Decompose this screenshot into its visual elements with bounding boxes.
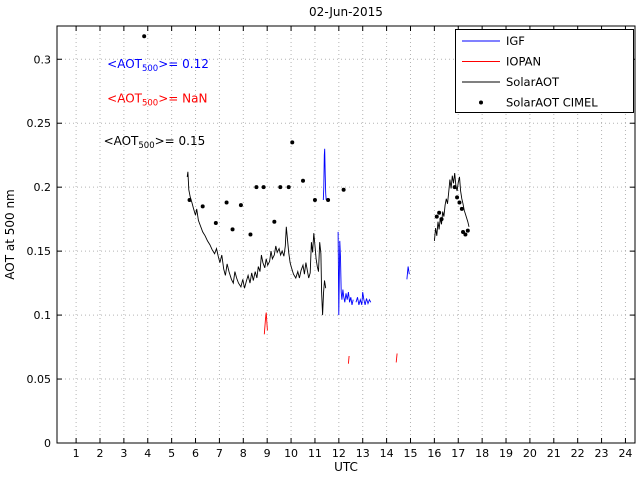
legend-marker-sample (479, 100, 483, 105)
x-tick-label: 8 (240, 447, 247, 460)
legend-label: IGF (506, 34, 525, 48)
data-point (261, 185, 266, 190)
data-point (187, 197, 192, 202)
data-point (455, 195, 460, 200)
data-line (395, 353, 398, 363)
legend-entry: IGF (462, 34, 525, 48)
x-tick-label: 4 (144, 447, 151, 460)
x-tick-label: 3 (120, 447, 127, 460)
x-tick-label: 15 (403, 447, 417, 460)
data-point (286, 185, 291, 190)
series-iopan (263, 312, 398, 364)
legend-box (455, 29, 634, 113)
data-point (272, 219, 277, 224)
data-point (459, 206, 464, 211)
data-point (457, 200, 462, 205)
y-tick-label: 0 (44, 437, 51, 450)
x-tick-label: 12 (332, 447, 346, 460)
y-tick-label: 0.2 (34, 181, 52, 194)
data-point (452, 185, 457, 190)
y-axis-label: AOT at 500 nm (3, 189, 17, 279)
data-point (254, 185, 259, 190)
legend: IGF IOPAN SolarAOT SolarAOT CIMEL (455, 29, 634, 113)
data-line (347, 355, 350, 364)
x-tick-label: 11 (308, 447, 322, 460)
x-tick-label: 1 (73, 447, 80, 460)
x-tick-label: 19 (499, 447, 513, 460)
data-point (434, 214, 439, 219)
data-line (263, 312, 268, 335)
y-tick-label: 0.3 (34, 53, 52, 66)
series-solaraot-cimel (142, 34, 470, 237)
mean-aot-annotation: <AOT500>= NaN (107, 92, 207, 109)
axes-box (56, 25, 636, 444)
mean-aot-annotation: <AOT500>= 0.15 (104, 134, 206, 151)
data-point (312, 197, 317, 202)
data-point (301, 178, 306, 183)
data-line (406, 266, 410, 280)
data-point (461, 229, 466, 234)
x-tick-label: 7 (216, 447, 223, 460)
y-tick-label: 0.25 (27, 117, 52, 130)
data-point (341, 187, 346, 192)
x-tick-label: 22 (571, 447, 585, 460)
x-tick-label: 2 (96, 447, 103, 460)
x-axis-label: UTC (334, 460, 358, 474)
x-tick-label: 24 (618, 447, 632, 460)
series-igf (322, 148, 410, 316)
data-point (465, 228, 470, 233)
data-point (142, 34, 147, 39)
data-point (238, 203, 243, 208)
data-point (463, 232, 468, 237)
chart-title: 02-Jun-2015 (309, 5, 383, 19)
x-tick-label: 9 (264, 447, 271, 460)
data-point (213, 220, 218, 225)
y-tick-label: 0.15 (27, 245, 52, 258)
data-line (186, 171, 327, 316)
tick-labels: 1 2 3 4 5 6 7 8 9 10 11 12 13 14 15 16 17 18 19 20 21 22 23 240… (27, 53, 633, 460)
tick-marks (57, 26, 635, 444)
legend-label: IOPAN (506, 55, 541, 69)
data-point (248, 232, 253, 237)
mean-aot-annotation: <AOT500>= 0.12 (107, 57, 209, 74)
data-line (355, 292, 372, 306)
grid (57, 26, 635, 443)
y-tick-label: 0.05 (27, 373, 52, 386)
data-point (278, 185, 283, 190)
data-point (200, 204, 205, 209)
legend-label: SolarAOT (506, 75, 560, 89)
x-tick-label: 18 (475, 447, 489, 460)
legend-label: SolarAOT CIMEL (506, 96, 598, 110)
data-point (230, 227, 235, 232)
data-point (224, 200, 229, 205)
data-point (326, 197, 331, 202)
x-tick-label: 16 (427, 447, 441, 460)
legend-entry: SolarAOT (462, 75, 560, 89)
data-point (437, 210, 442, 215)
x-tick-label: 14 (380, 447, 394, 460)
x-tick-label: 23 (595, 447, 609, 460)
legend-entry: IOPAN (462, 55, 541, 69)
x-tick-label: 10 (284, 447, 298, 460)
x-tick-label: 20 (523, 447, 537, 460)
x-tick-label: 6 (192, 447, 199, 460)
data-line (322, 148, 327, 201)
x-tick-label: 21 (547, 447, 561, 460)
data-point (290, 140, 295, 145)
x-tick-label: 17 (451, 447, 465, 460)
x-tick-label: 5 (168, 447, 175, 460)
y-tick-label: 0.1 (34, 309, 52, 322)
legend-entry: SolarAOT CIMEL (479, 96, 598, 110)
data-point (439, 217, 444, 222)
data-line (337, 231, 354, 316)
x-tick-label: 13 (356, 447, 370, 460)
